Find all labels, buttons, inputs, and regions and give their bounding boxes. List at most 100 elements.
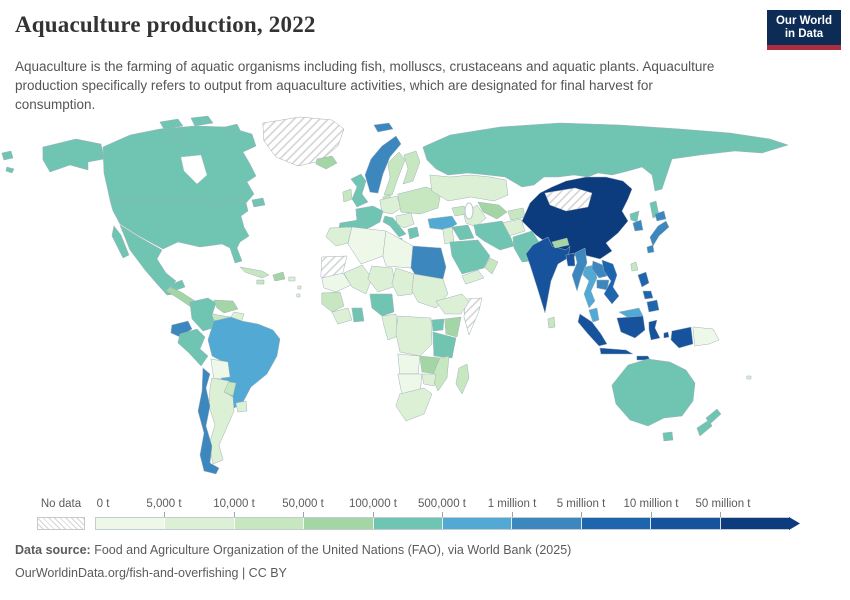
country-philippines-luzon[interactable] — [637, 271, 650, 288]
country-jamaica[interactable] — [256, 279, 265, 285]
country-greenland[interactable] — [262, 116, 345, 167]
country-south-africa[interactable] — [395, 387, 433, 422]
legend-bin-8[interactable] — [650, 518, 720, 529]
country-bangladesh[interactable] — [565, 252, 576, 267]
legend-bin-4[interactable] — [372, 518, 443, 529]
country-indonesia-kalimantan[interactable] — [616, 315, 646, 339]
country-italy[interactable] — [382, 215, 407, 238]
country-niger[interactable] — [367, 265, 397, 293]
country-libya[interactable] — [382, 230, 414, 269]
legend-bin-9[interactable] — [719, 518, 790, 529]
legend-bin-3[interactable] — [303, 518, 373, 529]
country-mexico-baja[interactable] — [111, 225, 130, 259]
country-uzbekistan[interactable] — [477, 201, 508, 220]
country-iraq[interactable] — [451, 224, 475, 241]
country-india[interactable] — [525, 236, 571, 314]
country-canada-arctic-1[interactable] — [159, 118, 184, 130]
country-germany-central-europe[interactable] — [379, 195, 402, 215]
country-south-korea[interactable] — [632, 219, 644, 232]
country-bolivia[interactable] — [210, 358, 231, 380]
country-antilles-2[interactable] — [296, 293, 301, 298]
country-zimbabwe[interactable] — [421, 373, 437, 387]
country-philippines-mindanao[interactable] — [646, 299, 660, 313]
legend-bin-6[interactable] — [511, 518, 581, 529]
country-uk[interactable] — [350, 173, 369, 208]
country-ethiopia[interactable] — [435, 293, 470, 315]
country-indonesia-sumatra[interactable] — [577, 313, 608, 347]
country-argentina[interactable] — [208, 377, 235, 465]
country-antilles-1[interactable] — [297, 285, 302, 290]
country-myanmar[interactable] — [571, 247, 588, 292]
country-uganda[interactable] — [431, 318, 445, 332]
country-uruguay[interactable] — [235, 400, 248, 413]
country-new-zealand-south[interactable] — [696, 419, 713, 437]
country-peru[interactable] — [177, 328, 209, 367]
country-colombia[interactable] — [189, 297, 217, 332]
country-kyrgyzstan-tajikistan[interactable] — [507, 207, 526, 221]
country-iceland[interactable] — [315, 155, 338, 170]
legend-bin-2[interactable] — [233, 518, 304, 529]
country-canada-arctic-4[interactable] — [166, 132, 186, 143]
country-usa-hawaii[interactable] — [5, 166, 15, 174]
country-papua-new-guinea[interactable] — [692, 326, 720, 347]
country-saudi-arabia[interactable] — [449, 239, 491, 275]
country-cuba[interactable] — [239, 266, 270, 279]
country-greece[interactable] — [407, 226, 420, 240]
country-ghana[interactable] — [351, 307, 365, 323]
country-australia[interactable] — [611, 358, 696, 427]
owid-logo[interactable]: Our World in Data — [767, 10, 841, 50]
country-philippines-visayas[interactable] — [642, 290, 654, 300]
country-sweden[interactable] — [383, 151, 406, 196]
country-venezuela[interactable] — [213, 299, 239, 314]
country-chad[interactable] — [391, 267, 415, 297]
country-sri-lanka[interactable] — [547, 316, 556, 329]
country-north-korea[interactable] — [629, 210, 640, 223]
country-norway-svalbard[interactable] — [373, 122, 394, 133]
country-malaysia-peninsula[interactable] — [588, 307, 600, 323]
country-nigeria[interactable] — [369, 293, 395, 317]
country-laos[interactable] — [591, 260, 608, 279]
country-egypt[interactable] — [410, 245, 447, 280]
legend-bin-5[interactable] — [442, 518, 512, 529]
country-japan-honshu[interactable] — [649, 220, 670, 247]
country-eastern-europe[interactable] — [397, 186, 442, 215]
country-cameroon-gabon[interactable] — [381, 313, 399, 341]
country-chile[interactable] — [197, 367, 220, 475]
legend-bin-7[interactable] — [580, 518, 651, 529]
country-somalia[interactable] — [463, 297, 483, 336]
country-indonesia-papua[interactable] — [670, 326, 694, 349]
country-pacific-islands[interactable] — [746, 375, 752, 380]
country-russia[interactable] — [422, 122, 789, 192]
country-iran[interactable] — [473, 220, 515, 251]
country-vietnam[interactable] — [601, 259, 620, 305]
country-oman[interactable] — [484, 257, 499, 275]
country-russia-chukotka-wrap[interactable] — [1, 150, 14, 161]
legend-bin-0[interactable] — [96, 518, 165, 529]
country-japan-hokkaido[interactable] — [654, 210, 667, 222]
country-sudan[interactable] — [411, 273, 449, 309]
country-indonesia-java[interactable] — [599, 347, 634, 355]
country-usa-alaska[interactable] — [42, 138, 105, 173]
country-angola[interactable] — [397, 353, 421, 375]
legend-bin-1[interactable] — [164, 518, 234, 529]
country-japan-kyushu[interactable] — [646, 244, 655, 254]
country-madagascar[interactable] — [455, 363, 470, 395]
country-finland[interactable] — [402, 150, 421, 185]
country-puerto-rico[interactable] — [288, 276, 296, 282]
citation-link[interactable]: OurWorldinData.org/fish-and-overfishing … — [15, 566, 287, 580]
country-kenya[interactable] — [444, 316, 462, 338]
country-mongolia-overlay[interactable] — [544, 187, 593, 212]
country-levant[interactable] — [442, 226, 455, 245]
legend-no-data-swatch[interactable] — [37, 517, 85, 530]
country-australia-tasmania[interactable] — [662, 431, 674, 442]
country-taiwan[interactable] — [630, 261, 639, 272]
country-hispaniola[interactable] — [272, 271, 286, 282]
country-indonesia-sulawesi[interactable] — [648, 319, 661, 341]
country-mauritania[interactable] — [321, 272, 352, 293]
country-mali[interactable] — [343, 264, 373, 295]
country-kazakhstan[interactable] — [429, 174, 509, 202]
country-drc[interactable] — [395, 315, 433, 357]
country-canada-newfoundland[interactable] — [251, 197, 266, 208]
country-nepal[interactable] — [551, 237, 570, 249]
country-ireland[interactable] — [342, 188, 353, 203]
